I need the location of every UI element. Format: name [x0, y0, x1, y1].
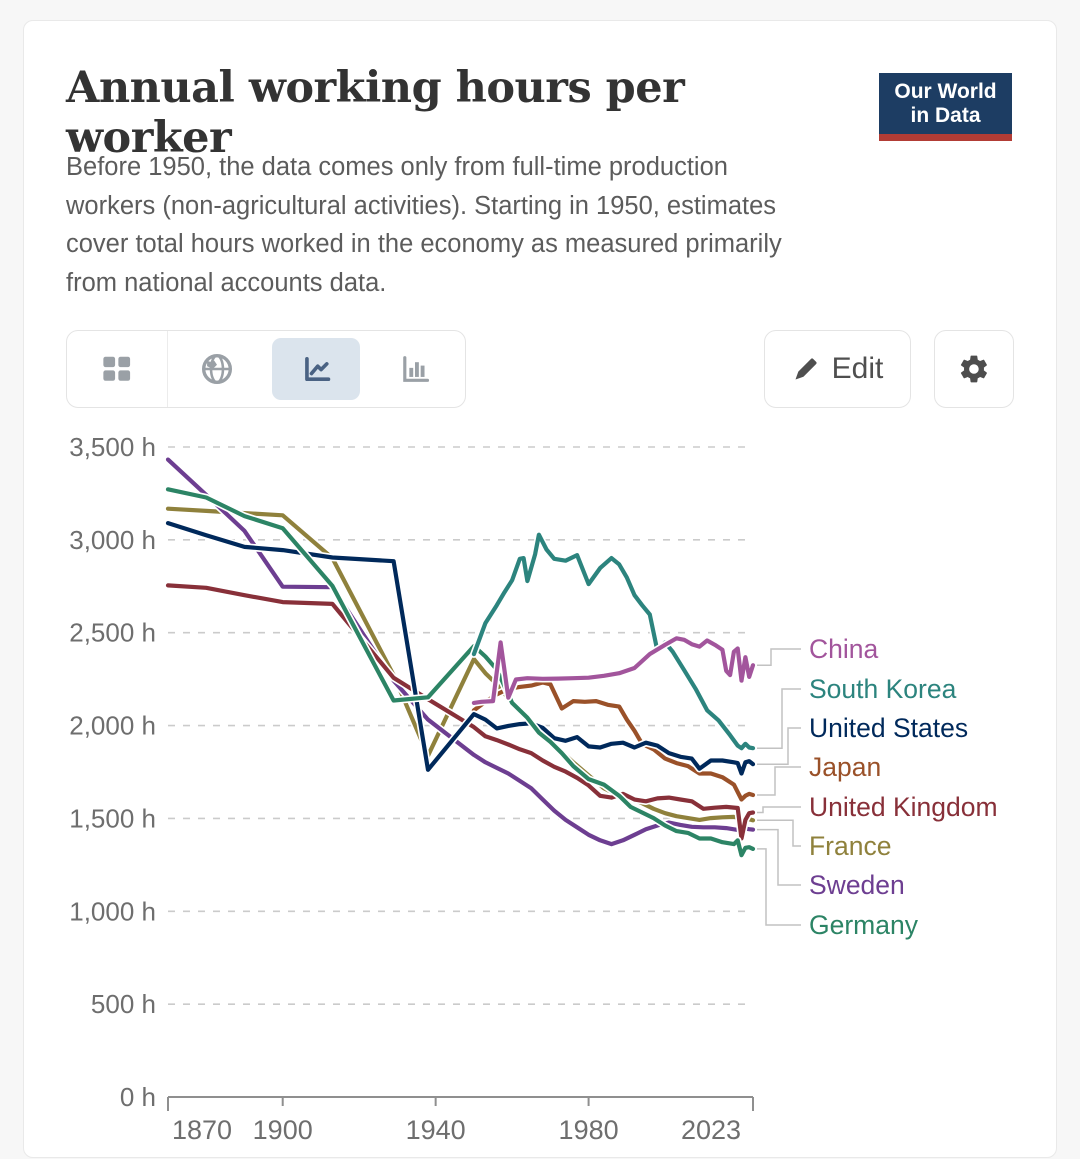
series-label-united-states[interactable]: United States	[809, 713, 968, 743]
line-china[interactable]	[471, 636, 756, 705]
label-connector-south-korea	[757, 688, 801, 749]
chart-subtitle: Before 1950, the data comes only from fu…	[66, 148, 966, 302]
label-connector-united-kingdom	[757, 806, 801, 814]
line-germany[interactable]	[165, 487, 756, 858]
line-united-states[interactable]	[165, 521, 756, 776]
bar-chart-icon	[403, 356, 430, 382]
edit-button[interactable]: Edit	[764, 330, 911, 408]
y-tick-label-1000: 1,000 h	[69, 896, 156, 926]
x-tick-label-1940: 1940	[406, 1115, 466, 1145]
line-chart: 0 h 500 h 1,000 h 1,500 h 2,000 h 2,500 h 3,00…	[69, 432, 998, 1145]
label-connector-united-states	[757, 727, 801, 765]
table-icon	[103, 356, 130, 381]
settings-button[interactable]	[934, 330, 1014, 408]
owid-logo[interactable]: Our World in Data	[879, 73, 1012, 141]
x-tick-label-2023: 2023	[681, 1115, 741, 1145]
y-tick-label-500: 500 h	[91, 989, 156, 1019]
line-south-korea[interactable]	[471, 532, 756, 751]
toolbar: Edit	[24, 330, 1056, 408]
line-halo-france	[164, 504, 757, 841]
owid-logo-line1: Our World	[894, 80, 997, 103]
tab-map-view[interactable]	[166, 331, 267, 407]
y-tick-label-0: 0 h	[120, 1082, 156, 1112]
chart-card: Annual working hours per worker Our Worl…	[23, 20, 1057, 1158]
line-halo-china	[470, 634, 757, 707]
series-label-sweden[interactable]: Sweden	[809, 870, 905, 900]
x-tick-label-1870: 1870	[172, 1115, 232, 1145]
owid-logo-line2: in Data	[910, 104, 981, 127]
pencil-icon	[795, 358, 817, 380]
label-connector-japan	[757, 766, 801, 796]
y-tick-label-1500: 1,500 h	[69, 803, 156, 833]
x-tick-label-1900: 1900	[253, 1115, 313, 1145]
label-connector-germany	[757, 848, 801, 926]
label-connector-china	[757, 648, 801, 666]
active-view-highlight	[271, 338, 360, 400]
y-tick-label-3000: 3,000 h	[69, 525, 156, 555]
label-connector-france	[757, 819, 801, 847]
x-tick-label-1980: 1980	[559, 1115, 619, 1145]
view-switcher	[66, 330, 466, 408]
tab-bar-chart-view[interactable]	[366, 331, 466, 407]
subtitle-line: cover total hours worked in the economy …	[66, 230, 782, 258]
tab-line-chart-view[interactable]	[266, 331, 366, 407]
page-title: Annual working hours per worker	[66, 63, 685, 163]
series-label-china[interactable]: China	[809, 634, 879, 664]
line-france[interactable]	[165, 506, 756, 839]
line-chart-icon	[304, 356, 331, 382]
line-japan[interactable]	[471, 680, 756, 802]
series-label-france[interactable]: France	[809, 831, 891, 861]
line-halo-united-kingdom	[164, 581, 757, 843]
label-connector-sweden	[757, 828, 801, 886]
y-tick-label-3500: 3,500 h	[69, 432, 156, 462]
tab-table-view[interactable]	[67, 331, 167, 407]
series-label-germany[interactable]: Germany	[809, 910, 919, 940]
gear-icon	[960, 355, 987, 383]
y-tick-label-2500: 2,500 h	[69, 618, 156, 648]
subtitle-line: workers (non-agricultural activities). S…	[66, 191, 777, 220]
series-label-united-kingdom[interactable]: United Kingdom	[809, 792, 998, 822]
globe-icon	[201, 353, 232, 385]
subtitle-line: from national accounts data.	[66, 268, 387, 297]
subtitle-line: Before 1950, the data comes only from fu…	[66, 153, 728, 181]
series-label-japan[interactable]: Japan	[809, 752, 881, 782]
edit-button-label: Edit	[831, 352, 884, 385]
series-label-south-korea[interactable]: South Korea	[809, 674, 957, 704]
y-tick-label-2000: 2,000 h	[69, 711, 156, 741]
